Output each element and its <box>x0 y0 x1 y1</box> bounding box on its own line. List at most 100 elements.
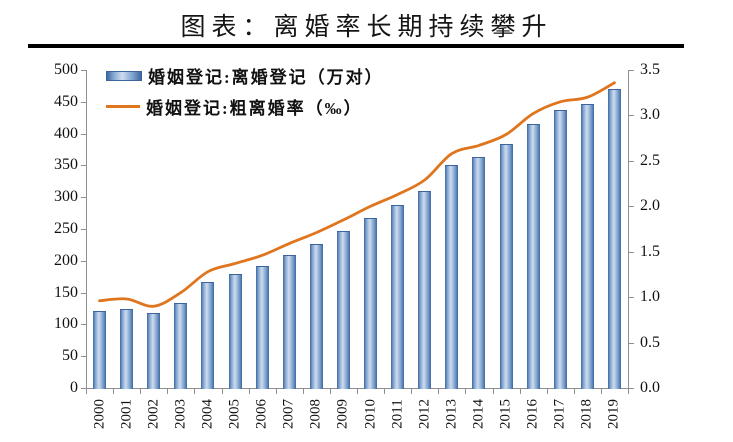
x-axis-label-2005: 2005 <box>226 399 243 429</box>
y-axis-right-tick <box>629 115 634 117</box>
y-axis-right-tick <box>629 251 634 253</box>
y-axis-right-tick-label: 3.0 <box>640 106 660 124</box>
y-axis-left-tick-label: 400 <box>54 124 78 142</box>
y-axis-left-tick-label: 250 <box>54 220 78 237</box>
x-axis-tick <box>329 389 331 394</box>
y-axis-right-tick-label: 2.5 <box>640 151 660 169</box>
x-axis-label-2018: 2018 <box>578 399 595 429</box>
y-axis-left-tick-label: 100 <box>54 315 78 333</box>
legend-item-crude-divorce-rate: 婚姻登记:粗离婚率（‰） <box>106 91 384 122</box>
bar-2017 <box>553 109 567 389</box>
y-axis-right-tick-label: 3.5 <box>640 61 660 78</box>
x-axis-label-2017: 2017 <box>551 399 568 429</box>
y-axis-left-tick <box>81 229 86 230</box>
y-axis-right-tick <box>629 297 634 299</box>
bar-2001 <box>120 308 134 389</box>
x-axis-tick <box>357 389 358 394</box>
y-axis-right-tick <box>629 160 634 162</box>
bar-2018 <box>580 104 594 389</box>
bar-2004 <box>201 282 215 389</box>
x-axis-label-2014: 2014 <box>470 399 487 429</box>
bar-2009 <box>336 231 350 389</box>
y-axis-right-tick <box>629 70 634 71</box>
bar-2012 <box>418 190 432 389</box>
x-axis-tick <box>546 389 548 394</box>
x-axis-label-2011: 2011 <box>389 399 406 429</box>
x-axis-tick <box>492 389 494 394</box>
x-axis-label-2003: 2003 <box>172 399 189 429</box>
y-axis-right-line <box>628 70 629 389</box>
y-axis-left-tick <box>81 133 86 135</box>
bar-2006 <box>255 266 269 389</box>
x-axis-label-2016: 2016 <box>524 399 541 429</box>
x-axis-tick <box>140 389 142 394</box>
x-axis-tick <box>519 389 521 394</box>
x-axis-tick <box>465 389 467 394</box>
bar-2016 <box>526 123 540 389</box>
x-axis-label-2012: 2012 <box>416 399 433 429</box>
y-axis-right-tick-label: 0.5 <box>640 333 660 351</box>
y-axis-right-tick <box>629 388 634 389</box>
x-axis-label-2013: 2013 <box>443 399 460 429</box>
legend-item-divorce-registrations: 婚姻登记:离婚登记（万对） <box>106 60 384 91</box>
legend-label-divorce-registrations: 婚姻登记:离婚登记（万对） <box>148 68 384 87</box>
x-axis-label-2007: 2007 <box>280 399 297 429</box>
x-axis-label-2008: 2008 <box>307 399 324 429</box>
y-axis-left-tick-label: 300 <box>54 188 78 206</box>
y-axis-left-tick <box>81 101 86 103</box>
bar-2005 <box>228 274 242 389</box>
bar-2000 <box>93 310 107 389</box>
x-axis-tick <box>113 389 115 394</box>
line-series-swatch-icon <box>106 105 140 108</box>
y-axis-left-tick <box>81 165 86 167</box>
x-axis-tick <box>167 389 169 394</box>
x-axis-tick <box>221 389 223 394</box>
bar-2003 <box>174 303 188 389</box>
y-axis-left-tick-label: 500 <box>54 61 78 78</box>
x-axis-label-2004: 2004 <box>199 399 216 429</box>
y-axis-left-tick <box>81 197 86 199</box>
y-axis-right-tick-label: 2.0 <box>640 197 660 215</box>
x-axis-label-2019: 2019 <box>605 399 622 429</box>
bar-2014 <box>472 156 486 389</box>
x-axis-line <box>86 388 629 389</box>
y-axis-left-tick <box>81 324 86 326</box>
legend: 婚姻登记:离婚登记（万对） 婚姻登记:粗离婚率（‰） <box>106 60 384 122</box>
x-axis-tick <box>248 389 250 394</box>
y-axis-right-tick-label: 1.0 <box>640 288 660 306</box>
y-axis-right-tick-label: 1.5 <box>640 242 660 260</box>
bar-2011 <box>391 205 405 389</box>
x-axis-label-2001: 2001 <box>118 399 135 429</box>
bar-series-swatch-icon <box>106 70 142 81</box>
y-axis-right-tick <box>629 342 634 344</box>
bar-2007 <box>282 254 296 389</box>
x-axis-tick <box>600 389 602 394</box>
y-axis-left-tick <box>81 356 86 358</box>
y-axis-left-tick <box>81 388 86 389</box>
x-axis-label-2009: 2009 <box>334 399 351 429</box>
bar-2015 <box>499 143 513 389</box>
y-axis-left-tick-label: 50 <box>62 347 78 365</box>
y-axis-left-tick <box>81 70 86 71</box>
y-axis-right-tick-label: 0.0 <box>640 379 660 396</box>
chart-title: 图表：离婚率长期持续攀升 <box>180 14 553 41</box>
y-axis-left-tick <box>81 260 86 262</box>
y-axis-left-tick-label: 0 <box>70 379 78 396</box>
y-axis-left-tick-label: 350 <box>54 156 78 174</box>
x-axis-label-2002: 2002 <box>145 399 162 429</box>
bar-2002 <box>147 313 161 389</box>
x-axis-label-2015: 2015 <box>497 399 514 429</box>
x-axis-tick <box>302 389 304 394</box>
y-axis-left-tick-label: 450 <box>54 92 78 110</box>
bar-2010 <box>364 217 378 389</box>
x-axis-label-2006: 2006 <box>253 399 270 429</box>
y-axis-left-line <box>86 70 87 389</box>
bar-2019 <box>607 89 621 389</box>
y-axis-right-tick <box>629 206 634 208</box>
x-axis-tick <box>438 389 440 394</box>
x-axis-tick <box>573 389 575 394</box>
x-axis-tick <box>194 389 196 394</box>
x-axis-tick <box>275 389 277 394</box>
y-axis-left-tick <box>81 292 86 294</box>
